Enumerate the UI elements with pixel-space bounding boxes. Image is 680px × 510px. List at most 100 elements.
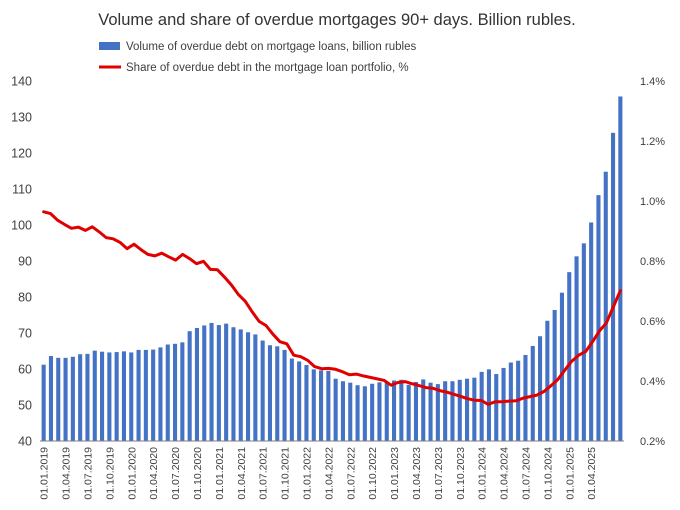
x-tick-label: 01.04.2024 (499, 447, 511, 500)
legend-line-label: Share of overdue debt in the mortgage lo… (126, 62, 409, 74)
x-tick-label: 01.01.2025 (564, 447, 576, 500)
bar (479, 371, 484, 441)
x-tick-label: 01.07.2023 (433, 447, 445, 500)
y-left-tick-label: 130 (11, 111, 32, 125)
bar (494, 374, 499, 441)
y-axis-left: 40 50 60 70 80 90 100 110 120 130 140 (11, 75, 32, 449)
bar (253, 334, 258, 441)
bar (41, 364, 46, 441)
bar (618, 96, 623, 441)
x-tick-label: 01.10.2019 (104, 447, 116, 500)
bar (355, 385, 360, 441)
y-left-tick-label: 40 (18, 435, 32, 449)
bar (224, 323, 229, 441)
bar (107, 352, 112, 441)
bar (129, 352, 134, 441)
x-tick-label: 01.10.2024 (542, 447, 554, 500)
bar (545, 320, 550, 441)
bar (238, 329, 243, 441)
y-right-tick-label: 0.6% (640, 316, 665, 328)
y-left-tick-label: 80 (18, 291, 32, 305)
legend: Volume of overdue debt on mortgage loans… (99, 41, 416, 74)
bar (443, 381, 448, 441)
bar (428, 382, 433, 441)
y-left-tick-label: 140 (11, 75, 32, 89)
bar (370, 383, 375, 441)
x-tick-label: 01.10.2022 (367, 447, 379, 500)
bar (56, 357, 61, 441)
bar (472, 377, 477, 441)
y-left-tick-label: 120 (11, 147, 32, 161)
bar (289, 358, 294, 441)
bar (114, 352, 119, 441)
line-series-group (42, 210, 622, 406)
x-tick-label: 01.07.2024 (520, 447, 532, 500)
bar (552, 309, 557, 441)
bar (158, 347, 163, 441)
bar (187, 331, 192, 441)
bar (202, 325, 207, 441)
x-tick-label: 01.10.2020 (192, 447, 204, 500)
bar (260, 340, 265, 441)
bar (574, 256, 579, 441)
bar (216, 325, 221, 441)
x-tick-label: 01.04.2022 (323, 447, 335, 500)
y-right-tick-label: 1.4% (640, 76, 665, 88)
bar (180, 342, 185, 441)
x-tick-label: 01.04.2019 (61, 447, 73, 500)
y-right-tick-label: 0.4% (640, 376, 665, 388)
bar (319, 370, 324, 441)
bar (611, 132, 616, 441)
x-axis: 01.01.2019 01.04.2019 01.07.2019 01.10.2019… (39, 447, 599, 500)
x-tick-label: 01.07.2021 (258, 447, 270, 500)
bar-series (41, 96, 623, 441)
bar (333, 378, 338, 441)
bar (209, 322, 214, 441)
bar (48, 356, 53, 441)
x-tick-label: 01.07.2019 (82, 447, 94, 500)
chart-title: Volume and share of overdue mortgages 90… (98, 11, 575, 29)
bar (231, 327, 236, 441)
bar (406, 384, 411, 441)
bar (567, 272, 572, 441)
x-tick-label: 01.10.2021 (280, 447, 292, 500)
x-tick-label: 01.04.2023 (411, 447, 423, 500)
y-right-tick-label: 0.2% (640, 436, 665, 448)
legend-bar-swatch (99, 42, 120, 50)
bar (589, 222, 594, 441)
bar (603, 171, 608, 441)
y-axis-right: 0.2% 0.4% 0.6% 0.8% 1.0% 1.2% 1.4% (640, 76, 665, 448)
bar (121, 351, 126, 441)
bar (151, 349, 156, 441)
bar (70, 356, 75, 441)
bar (275, 346, 280, 441)
x-tick-label: 01.07.2020 (170, 447, 182, 500)
bar (304, 365, 309, 441)
bar (348, 382, 353, 441)
bar (297, 361, 302, 441)
bar (399, 379, 404, 441)
bar (501, 367, 506, 441)
y-left-tick-label: 110 (12, 183, 32, 197)
bar (559, 292, 564, 441)
bar (596, 195, 601, 441)
bar (78, 354, 83, 441)
y-left-tick-label: 70 (18, 327, 32, 341)
y-right-tick-label: 1.0% (640, 196, 665, 208)
bar (246, 332, 251, 441)
y-left-tick-label: 60 (18, 363, 32, 377)
bar (384, 381, 389, 441)
x-tick-label: 01.01.2021 (214, 447, 226, 500)
x-tick-label: 01.04.2021 (236, 447, 248, 500)
bar (435, 384, 440, 441)
bar (530, 345, 535, 441)
bar (457, 379, 462, 441)
x-tick-label: 01.01.2023 (389, 447, 401, 500)
bar (282, 349, 287, 441)
share-line (42, 210, 622, 406)
x-tick-label: 01.01.2020 (126, 447, 138, 500)
bar (377, 382, 382, 441)
bar (326, 370, 331, 441)
bar (143, 349, 148, 441)
